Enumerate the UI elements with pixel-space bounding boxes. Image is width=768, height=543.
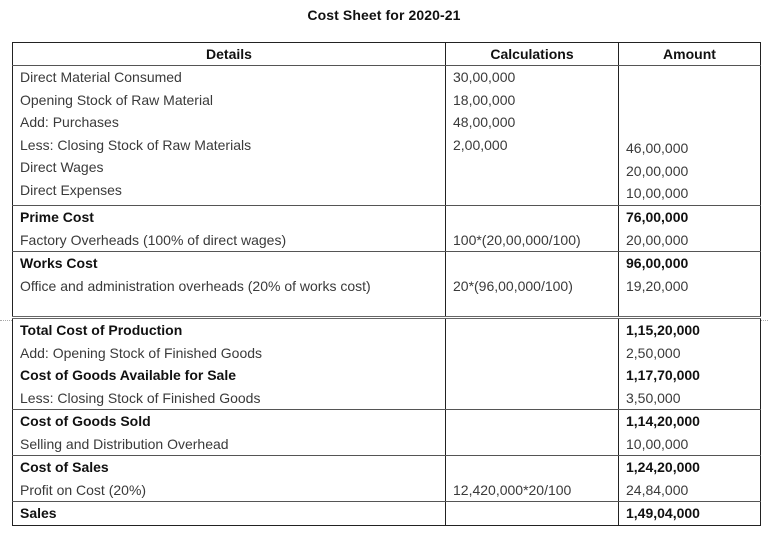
- calculations-cell: [445, 317, 619, 410]
- amount-closing-stock-finished: 3,50,000: [626, 389, 681, 406]
- row-label-opening-stock-raw-material: Opening Stock of Raw Material: [20, 91, 213, 108]
- amount-cost-of-sales: 1,24,20,000: [626, 459, 700, 475]
- amount-cell: 1,15,20,000 2,50,000 1,17,70,000 3,50,00…: [618, 317, 761, 410]
- table-row-works-cost: Works Cost Office and administration ove…: [12, 251, 761, 319]
- table-row-sales: Sales 1,49,04,000: [12, 501, 761, 526]
- calc-purchases: 48,00,000: [453, 114, 516, 130]
- calculations-cell: [445, 501, 619, 526]
- table-row-total-cost-of-production: Total Cost of Production Add: Opening St…: [12, 317, 761, 410]
- details-cell: Prime Cost Factory Overheads (100% of di…: [12, 205, 446, 252]
- amount-sales: 1,49,04,000: [626, 505, 700, 521]
- table-row-prime-cost: Prime Cost Factory Overheads (100% of di…: [12, 205, 761, 252]
- row-label-office-admin-overheads: Office and administration overheads (20%…: [20, 277, 371, 294]
- details-cell: Direct Material Consumed Opening Stock o…: [12, 65, 446, 206]
- amount-opening-stock-finished: 2,50,000: [626, 344, 681, 361]
- amount-factory-overheads: 20,00,000: [626, 231, 689, 248]
- row-label-sales: Sales: [20, 505, 57, 521]
- page-break-marker-left: [0, 320, 12, 321]
- amount-direct-wages: 20,00,000: [626, 162, 689, 179]
- calculations-cell: 20*(96,00,000/100): [445, 251, 619, 319]
- calc-office-admin-overheads: 20*(96,00,000/100): [453, 277, 573, 294]
- row-label-add-opening-stock-finished: Add: Opening Stock of Finished Goods: [20, 344, 263, 361]
- amount-cell: 46,00,000 20,00,000 10,00,000: [618, 65, 761, 206]
- details-cell: Sales: [12, 501, 446, 526]
- calculations-cell: [445, 409, 619, 456]
- row-label-profit-on-cost: Profit on Cost (20%): [20, 481, 147, 498]
- row-label-direct-wages: Direct Wages: [20, 159, 104, 175]
- details-cell: Total Cost of Production Add: Opening St…: [12, 317, 446, 410]
- column-header-amount: Amount: [618, 42, 761, 66]
- row-label-direct-material-consumed: Direct Material Consumed: [20, 69, 182, 85]
- table-header-row: Details Calculations Amount: [12, 42, 761, 66]
- details-cell: Cost of Sales Profit on Cost (20%): [12, 455, 446, 502]
- row-label-add-purchases: Add: Purchases: [20, 114, 119, 130]
- amount-material-consumed: 46,00,000: [626, 140, 689, 156]
- amount-cell: 96,00,000 19,20,000: [618, 251, 761, 319]
- row-label-total-cost-of-production: Total Cost of Production: [20, 322, 183, 338]
- page-title: Cost Sheet for 2020-21: [307, 7, 461, 23]
- row-label-selling-distribution-overhead: Selling and Distribution Overhead: [20, 435, 229, 452]
- amount-cell: 76,00,000 20,00,000: [618, 205, 761, 252]
- calc-factory-overheads: 100*(20,00,000/100): [453, 231, 581, 248]
- table-row-cost-of-sales: Cost of Sales Profit on Cost (20%) 12,42…: [12, 455, 761, 502]
- amount-cell: 1,49,04,000: [618, 501, 761, 526]
- amount-cell: 1,14,20,000 10,00,000: [618, 409, 761, 456]
- row-label-direct-expenses: Direct Expenses: [20, 181, 122, 198]
- calc-direct-material-consumed: 30,00,000: [453, 69, 516, 85]
- amount-cost-of-goods-sold: 1,14,20,000: [626, 413, 700, 429]
- row-label-prime-cost: Prime Cost: [20, 209, 94, 225]
- row-label-works-cost: Works Cost: [20, 255, 98, 271]
- calculations-cell: 12,420,000*20/100: [445, 455, 619, 502]
- column-header-calculations: Calculations: [445, 42, 619, 66]
- row-label-factory-overheads: Factory Overheads (100% of direct wages): [20, 231, 287, 248]
- table-row-cost-of-goods-sold: Cost of Goods Sold Selling and Distribut…: [12, 409, 761, 456]
- table-row-direct-costs: Direct Material Consumed Opening Stock o…: [12, 65, 761, 206]
- row-label-cost-of-sales: Cost of Sales: [20, 459, 109, 475]
- row-label-less-closing-stock-finished: Less: Closing Stock of Finished Goods: [20, 389, 261, 406]
- column-header-details: Details: [12, 42, 446, 66]
- amount-profit-on-cost: 24,84,000: [626, 481, 689, 498]
- amount-direct-expenses: 10,00,000: [626, 185, 689, 201]
- calc-closing-stock-raw: 2,00,000: [453, 136, 508, 153]
- amount-cell: 1,24,20,000 24,84,000: [618, 455, 761, 502]
- amount-selling-distribution-overhead: 10,00,000: [626, 435, 689, 452]
- details-cell: Works Cost Office and administration ove…: [12, 251, 446, 319]
- details-cell: Cost of Goods Sold Selling and Distribut…: [12, 409, 446, 456]
- row-label-cost-of-goods-sold: Cost of Goods Sold: [20, 413, 151, 429]
- amount-cost-of-goods-available: 1,17,70,000: [626, 367, 700, 383]
- amount-total-cost-of-production: 1,15,20,000: [626, 322, 700, 338]
- page-break-marker-right: [760, 320, 768, 321]
- calculations-cell: 100*(20,00,000/100): [445, 205, 619, 252]
- row-label-cost-of-goods-available: Cost of Goods Available for Sale: [20, 367, 237, 383]
- calculations-cell: 30,00,000 18,00,000 48,00,000 2,00,000: [445, 65, 619, 206]
- cost-sheet-table: Details Calculations Amount Direct Mater…: [12, 42, 761, 526]
- calc-opening-stock-raw: 18,00,000: [453, 91, 516, 108]
- amount-prime-cost: 76,00,000: [626, 209, 689, 225]
- amount-office-admin-overheads: 19,20,000: [626, 277, 689, 294]
- amount-works-cost: 96,00,000: [626, 255, 689, 271]
- calc-profit-on-cost: 12,420,000*20/100: [453, 481, 572, 498]
- row-label-less-closing-stock-raw: Less: Closing Stock of Raw Materials: [20, 136, 252, 153]
